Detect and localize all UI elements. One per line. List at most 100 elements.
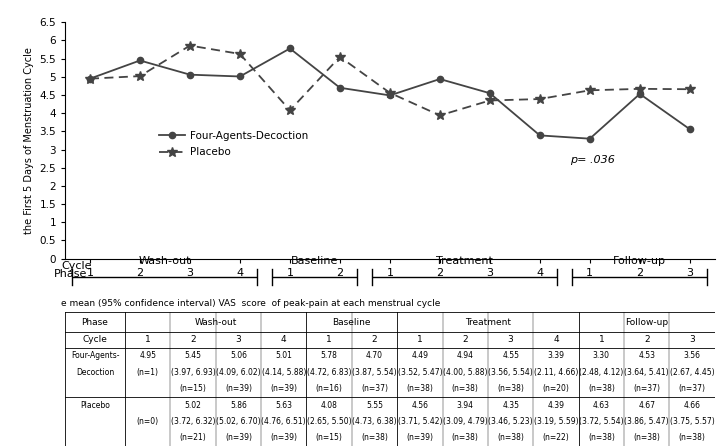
Text: (n=16): (n=16) bbox=[316, 384, 343, 393]
Text: Phase: Phase bbox=[54, 269, 87, 279]
Text: 2: 2 bbox=[372, 335, 378, 344]
Text: 3.94: 3.94 bbox=[457, 401, 474, 409]
Text: 5.02: 5.02 bbox=[185, 401, 201, 409]
Text: (2.48, 4.12): (2.48, 4.12) bbox=[579, 368, 624, 377]
Text: (n=20): (n=20) bbox=[542, 384, 570, 393]
Text: 1: 1 bbox=[145, 335, 151, 344]
Text: 4: 4 bbox=[281, 335, 287, 344]
Text: 4.08: 4.08 bbox=[321, 401, 338, 409]
Text: (n=21): (n=21) bbox=[180, 434, 206, 442]
Text: 5.78: 5.78 bbox=[321, 351, 338, 360]
Text: 4.70: 4.70 bbox=[366, 351, 383, 360]
Text: (n=39): (n=39) bbox=[270, 384, 297, 393]
Text: Four-Agents-: Four-Agents- bbox=[71, 351, 119, 360]
Text: 4.55: 4.55 bbox=[502, 351, 519, 360]
Text: (3.75, 5.57): (3.75, 5.57) bbox=[670, 417, 715, 426]
Text: (n=38): (n=38) bbox=[361, 434, 388, 442]
Text: Cycle: Cycle bbox=[61, 261, 92, 271]
Text: 5.01: 5.01 bbox=[275, 351, 292, 360]
Text: 3.30: 3.30 bbox=[593, 351, 610, 360]
Text: Wash-out: Wash-out bbox=[194, 318, 237, 326]
Text: (n=38): (n=38) bbox=[452, 384, 479, 393]
Text: 3: 3 bbox=[508, 335, 513, 344]
Text: 4.67: 4.67 bbox=[638, 401, 656, 409]
Text: Wash-out: Wash-out bbox=[139, 256, 191, 266]
Legend: Four-Agents-Decoction, Placebo: Four-Agents-Decoction, Placebo bbox=[155, 127, 313, 161]
Text: (3.19, 5.59): (3.19, 5.59) bbox=[534, 417, 578, 426]
Text: Baseline: Baseline bbox=[333, 318, 371, 326]
Text: 2: 2 bbox=[191, 335, 196, 344]
Text: 1: 1 bbox=[326, 335, 332, 344]
Text: (4.14, 5.88): (4.14, 5.88) bbox=[261, 368, 306, 377]
Text: 4.53: 4.53 bbox=[638, 351, 656, 360]
Text: (4.76, 6.51): (4.76, 6.51) bbox=[261, 417, 306, 426]
Text: (2.67, 4.45): (2.67, 4.45) bbox=[670, 368, 714, 377]
Text: (n=1): (n=1) bbox=[136, 368, 159, 377]
Text: (3.64, 5.41): (3.64, 5.41) bbox=[625, 368, 669, 377]
Text: e mean (95% confidence interval) VAS  score  of peak-pain at each menstrual cycl: e mean (95% confidence interval) VAS sco… bbox=[61, 299, 440, 308]
Text: Decoction: Decoction bbox=[76, 368, 114, 377]
Text: (n=37): (n=37) bbox=[633, 384, 660, 393]
Text: (2.11, 4.66): (2.11, 4.66) bbox=[534, 368, 578, 377]
Text: Cycle: Cycle bbox=[82, 335, 108, 344]
Text: 3: 3 bbox=[690, 335, 695, 344]
Text: (n=37): (n=37) bbox=[361, 384, 388, 393]
Text: Treatment: Treatment bbox=[436, 256, 493, 266]
Text: (n=38): (n=38) bbox=[633, 434, 660, 442]
Text: (n=0): (n=0) bbox=[136, 417, 159, 426]
Text: 1: 1 bbox=[599, 335, 604, 344]
Text: (4.73, 6.38): (4.73, 6.38) bbox=[352, 417, 397, 426]
Text: (3.56, 5.54): (3.56, 5.54) bbox=[488, 368, 533, 377]
Text: (n=39): (n=39) bbox=[270, 434, 297, 442]
Text: 3.39: 3.39 bbox=[547, 351, 565, 360]
Text: (n=39): (n=39) bbox=[225, 384, 252, 393]
Text: (3.52, 5.47): (3.52, 5.47) bbox=[398, 368, 442, 377]
Text: 4: 4 bbox=[553, 335, 559, 344]
Text: 2: 2 bbox=[463, 335, 468, 344]
Text: (3.72, 6.32): (3.72, 6.32) bbox=[171, 417, 215, 426]
Text: (n=39): (n=39) bbox=[225, 434, 252, 442]
Text: (2.65, 5.50): (2.65, 5.50) bbox=[307, 417, 352, 426]
Text: Baseline: Baseline bbox=[291, 256, 339, 266]
Text: Follow-up: Follow-up bbox=[613, 256, 666, 266]
Text: 4.39: 4.39 bbox=[547, 401, 565, 409]
Text: (n=22): (n=22) bbox=[543, 434, 570, 442]
Text: (n=39): (n=39) bbox=[406, 434, 433, 442]
Text: (3.86, 5.47): (3.86, 5.47) bbox=[625, 417, 669, 426]
Text: Follow-up: Follow-up bbox=[625, 318, 669, 326]
Text: 4.63: 4.63 bbox=[593, 401, 610, 409]
Text: 4.94: 4.94 bbox=[457, 351, 474, 360]
Text: (n=38): (n=38) bbox=[497, 434, 524, 442]
Text: 5.86: 5.86 bbox=[230, 401, 247, 409]
Text: 4.56: 4.56 bbox=[412, 401, 428, 409]
Text: 4.95: 4.95 bbox=[139, 351, 156, 360]
Text: (3.97, 6.93): (3.97, 6.93) bbox=[170, 368, 215, 377]
Text: (n=37): (n=37) bbox=[679, 384, 705, 393]
Text: 5.06: 5.06 bbox=[230, 351, 247, 360]
Text: Placebo: Placebo bbox=[80, 401, 110, 409]
Text: (3.87, 5.54): (3.87, 5.54) bbox=[352, 368, 397, 377]
Text: p= .036: p= .036 bbox=[570, 155, 614, 165]
Text: 5.55: 5.55 bbox=[366, 401, 383, 409]
Text: (n=38): (n=38) bbox=[588, 434, 615, 442]
Text: 3: 3 bbox=[235, 335, 241, 344]
Text: (n=15): (n=15) bbox=[316, 434, 343, 442]
Text: (3.71, 5.42): (3.71, 5.42) bbox=[398, 417, 442, 426]
Text: (5.02, 6.70): (5.02, 6.70) bbox=[216, 417, 261, 426]
Text: 3.56: 3.56 bbox=[684, 351, 700, 360]
Text: (4.72, 6.83): (4.72, 6.83) bbox=[307, 368, 352, 377]
Text: (4.00, 5.88): (4.00, 5.88) bbox=[443, 368, 487, 377]
Text: (n=15): (n=15) bbox=[180, 384, 206, 393]
Text: 4.66: 4.66 bbox=[684, 401, 700, 409]
Text: (3.72, 5.54): (3.72, 5.54) bbox=[579, 417, 624, 426]
Text: 5.45: 5.45 bbox=[185, 351, 201, 360]
Text: (n=38): (n=38) bbox=[497, 384, 524, 393]
Text: Phase: Phase bbox=[82, 318, 108, 326]
Text: (n=38): (n=38) bbox=[406, 384, 433, 393]
Text: 4.49: 4.49 bbox=[412, 351, 428, 360]
Text: 2: 2 bbox=[644, 335, 650, 344]
Text: 4.35: 4.35 bbox=[502, 401, 519, 409]
Text: (n=38): (n=38) bbox=[452, 434, 479, 442]
Text: Treatment: Treatment bbox=[465, 318, 511, 326]
Text: (n=38): (n=38) bbox=[679, 434, 705, 442]
